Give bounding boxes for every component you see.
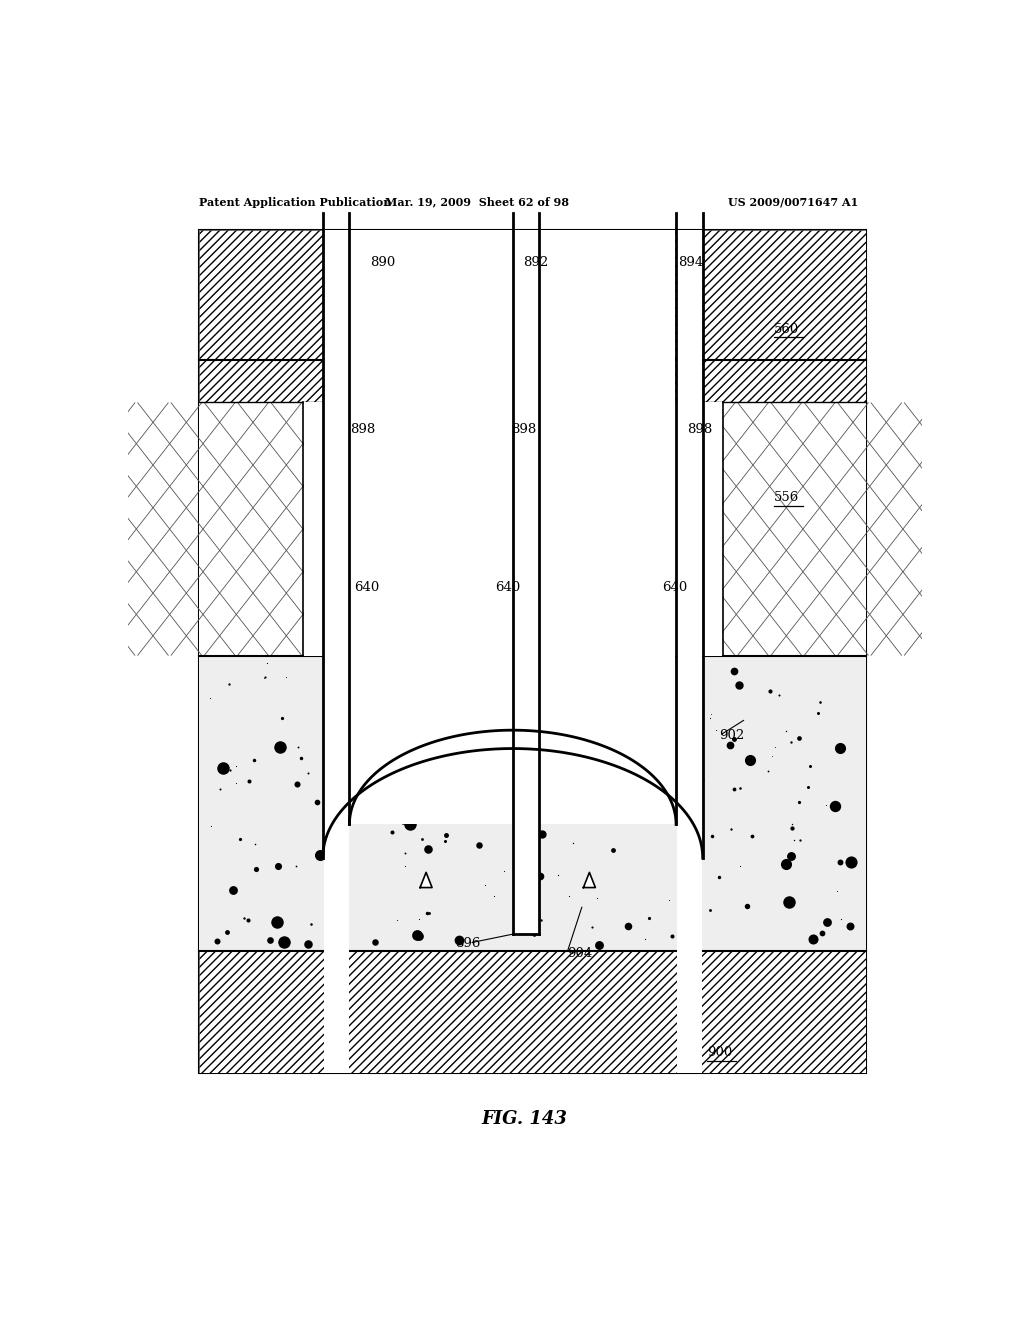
Text: 898: 898 (511, 424, 537, 437)
Text: US 2009/0071647 A1: US 2009/0071647 A1 (728, 197, 858, 207)
Text: 890: 890 (370, 256, 395, 268)
Bar (200, 230, 866, 360)
Text: 904: 904 (567, 946, 592, 960)
Text: 898: 898 (350, 424, 376, 437)
Bar (200, 950, 866, 1073)
Bar (350, 230, 675, 824)
Bar (513, 230, 539, 935)
Bar (656, 403, 722, 656)
Bar (303, 403, 369, 656)
Text: 640: 640 (663, 581, 687, 594)
Bar (200, 230, 866, 1073)
Text: Mar. 19, 2009  Sheet 62 of 98: Mar. 19, 2009 Sheet 62 of 98 (385, 197, 569, 207)
Bar (677, 230, 701, 1073)
Text: 902: 902 (719, 729, 744, 742)
Text: Patent Application Publication: Patent Application Publication (200, 197, 392, 207)
Bar (200, 950, 866, 1073)
Text: 894: 894 (678, 256, 703, 268)
Text: FIG. 143: FIG. 143 (482, 1110, 567, 1127)
Text: 640: 640 (495, 581, 520, 594)
Bar (200, 360, 866, 403)
Polygon shape (584, 873, 595, 887)
Text: 892: 892 (523, 256, 549, 268)
Text: 898: 898 (687, 424, 713, 437)
Text: 896: 896 (455, 937, 480, 949)
Bar (497, 403, 555, 656)
Text: 640: 640 (354, 581, 380, 594)
Text: 556: 556 (774, 491, 800, 504)
Bar (324, 230, 348, 1073)
Polygon shape (420, 873, 432, 887)
Bar (200, 403, 866, 656)
Bar (200, 360, 866, 403)
Bar (200, 230, 866, 360)
Text: 900: 900 (708, 1047, 732, 1060)
Text: 560: 560 (774, 322, 800, 335)
Bar (200, 656, 866, 950)
Bar (200, 403, 866, 656)
